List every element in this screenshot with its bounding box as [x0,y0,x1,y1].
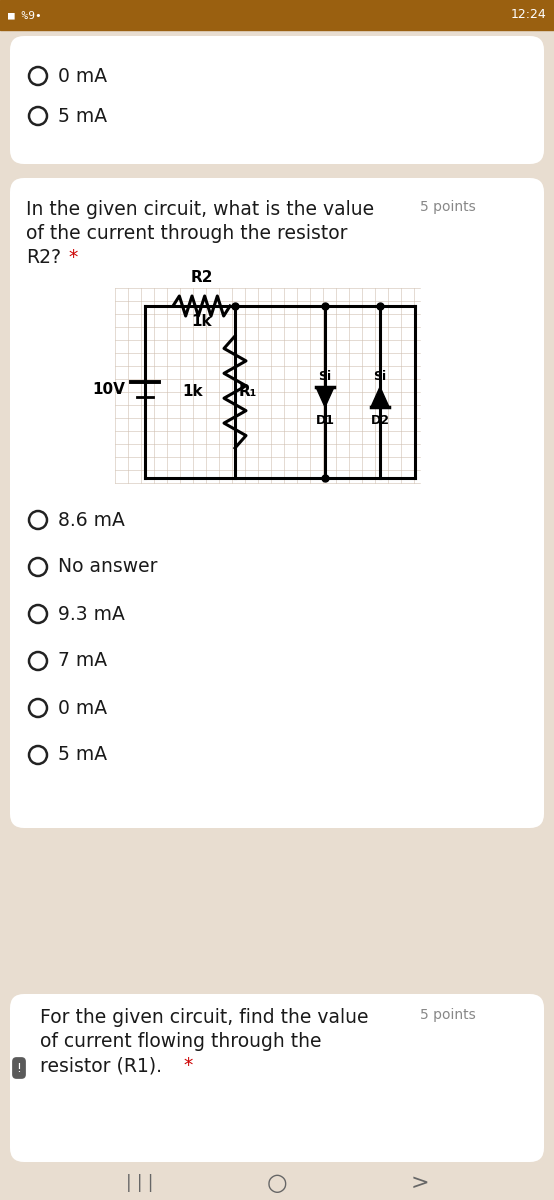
Text: D1: D1 [315,414,335,427]
Text: 10V: 10V [92,383,125,397]
Text: D2: D2 [371,414,389,427]
FancyBboxPatch shape [10,994,544,1162]
Text: 9.3 mA: 9.3 mA [58,605,125,624]
Text: ■ %9•: ■ %9• [8,10,42,20]
Text: 1k: 1k [182,384,203,400]
Text: *: * [68,248,77,266]
Text: !: ! [17,1062,22,1074]
Bar [0,0,554,30]
Text: Si: Si [319,370,331,383]
Text: 5 points: 5 points [420,1008,476,1022]
Text: of the current through the resistor: of the current through the resistor [26,224,347,242]
Text: resistor (R1).: resistor (R1). [40,1056,162,1075]
Text: 5 mA: 5 mA [58,745,107,764]
Text: Si: Si [373,370,387,383]
FancyBboxPatch shape [10,178,544,828]
Text: of current flowing through the: of current flowing through the [40,1032,321,1051]
Text: No answer: No answer [58,558,157,576]
Text: 5 points: 5 points [420,200,476,214]
Text: R₁: R₁ [239,384,258,400]
Text: *: * [178,1056,193,1075]
Text: In the given circuit, what is the value: In the given circuit, what is the value [26,200,374,218]
Text: 7 mA: 7 mA [58,652,107,671]
Polygon shape [316,386,334,407]
Text: 12:24: 12:24 [510,8,546,22]
Text: 0 mA: 0 mA [58,66,107,85]
Polygon shape [371,386,389,407]
Text: 5 mA: 5 mA [58,107,107,126]
Text: 0 mA: 0 mA [58,698,107,718]
Text: >: > [411,1174,429,1193]
Text: R2?: R2? [26,248,61,266]
Text: For the given circuit, find the value: For the given circuit, find the value [40,1008,368,1027]
Text: R2: R2 [190,270,213,286]
Text: 8.6 mA: 8.6 mA [58,510,125,529]
Text: | | |: | | | [126,1174,153,1192]
Text: 1k: 1k [191,314,212,330]
Text: ○: ○ [266,1171,288,1195]
FancyBboxPatch shape [10,36,544,164]
